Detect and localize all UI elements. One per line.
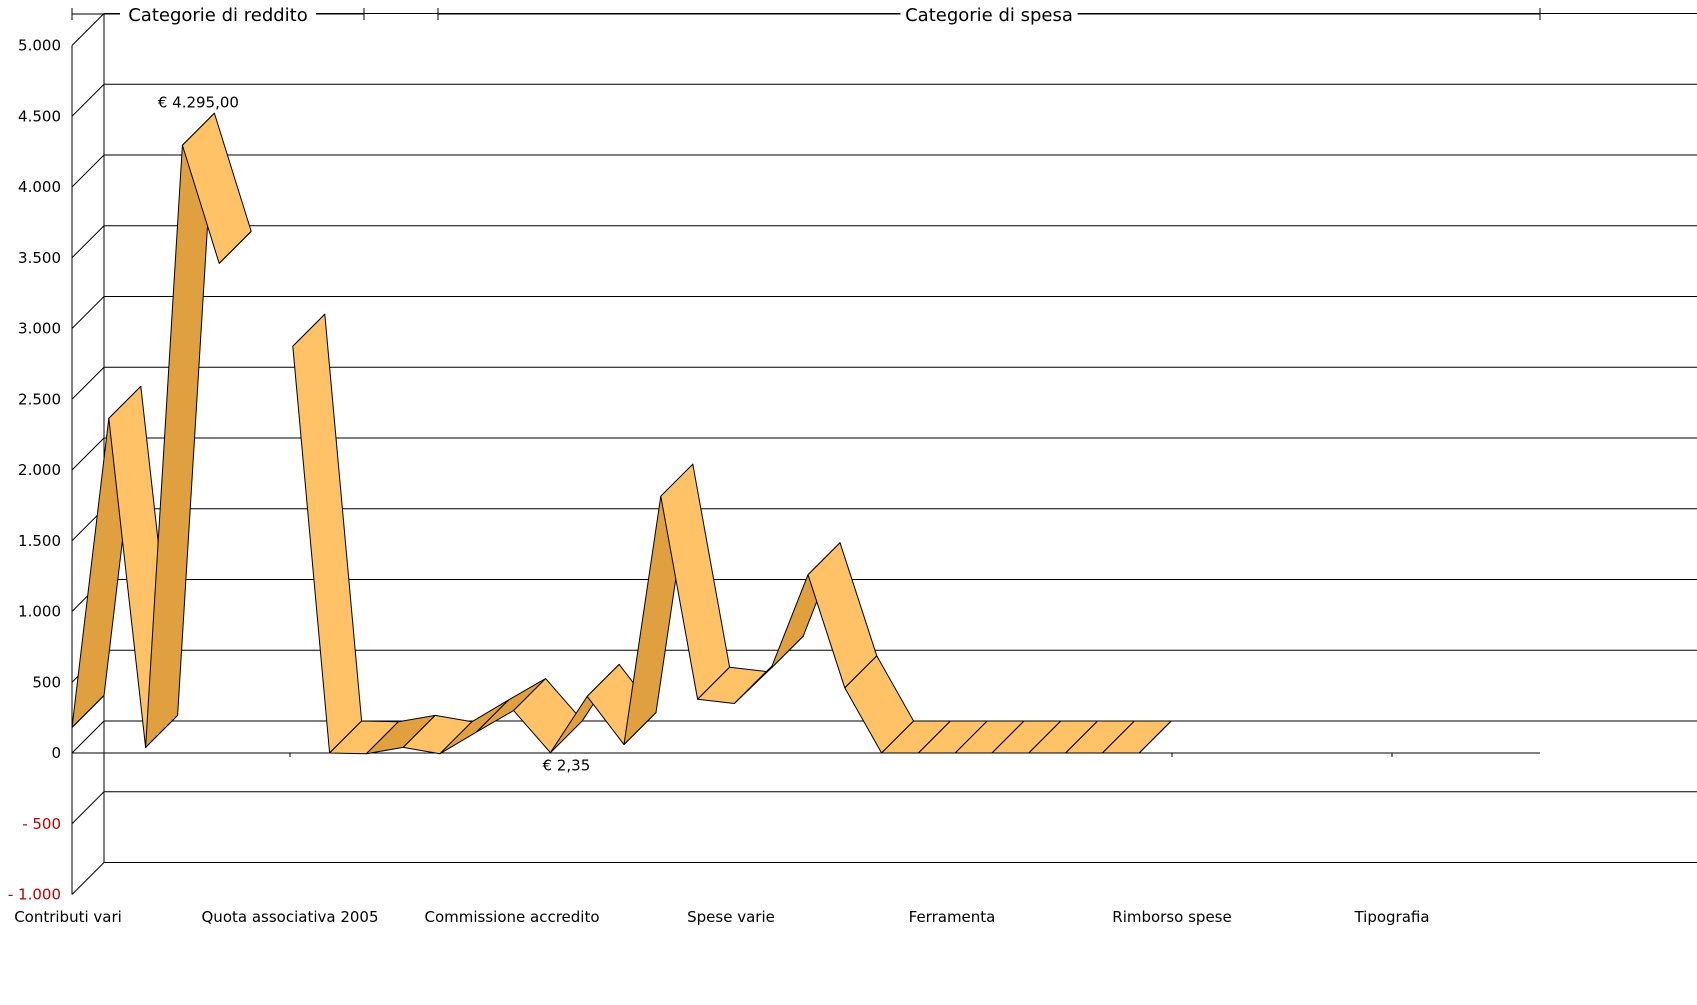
group-label: Categorie di spesa <box>905 5 1073 26</box>
y-tick-label: 3.500 <box>18 249 61 267</box>
category-label: Ferramenta <box>909 908 996 926</box>
category-label: Spese varie <box>687 908 775 926</box>
gridline-depth <box>71 13 105 46</box>
gridline-depth <box>71 791 105 825</box>
ribbon-segment <box>513 678 583 754</box>
y-tick-label: 1.500 <box>18 532 61 550</box>
group-label-bg <box>900 4 1078 24</box>
ribbon-layer <box>71 112 1172 755</box>
category-labels: Contributi vari Quota associativa 2005 Com… <box>14 908 1429 926</box>
y-tick-label: 2.000 <box>18 461 61 479</box>
y-tick-label: 3.000 <box>18 320 61 338</box>
ribbon-edge <box>218 231 252 264</box>
gridline-depth <box>71 366 105 400</box>
y-tick-label: 2.500 <box>18 390 61 408</box>
category-label: Commissione accredito <box>424 908 599 926</box>
gridline-depth <box>71 154 105 188</box>
ribbon-edge <box>1138 720 1172 754</box>
gridline-depth <box>71 437 105 471</box>
category-label: Rimborso spese <box>1112 908 1231 926</box>
y-tick-label: 0 <box>51 744 61 762</box>
gridline-depth <box>71 83 105 117</box>
y-tick-label: 1.000 <box>18 603 61 621</box>
y-axis: 5.000 4.500 4.000 3.500 3.000 2.500 2.000 1.500… <box>8 37 1540 904</box>
y-tick-label: - 500 <box>22 815 61 833</box>
y-tick-label: 4.500 <box>18 107 61 125</box>
y-tick-label: 500 <box>32 673 61 691</box>
category-label: Tipografia <box>1353 908 1429 926</box>
data-label: € 2,35 <box>543 757 591 775</box>
ribbon-segment <box>292 313 363 754</box>
gridline-depth <box>71 225 105 259</box>
grid-layer <box>71 13 1697 895</box>
category-label: Quota associativa 2005 <box>202 908 379 926</box>
y-tick-label: 4.000 <box>18 178 61 196</box>
ribbon-edge <box>292 313 326 347</box>
ribbon-edge <box>71 695 105 728</box>
gridline-depth <box>71 862 105 895</box>
gridline-depth <box>71 720 105 754</box>
gridline-depth <box>71 296 105 329</box>
y-tick-label: - 1.000 <box>8 886 61 904</box>
data-label: € 4.295,00 <box>158 93 239 111</box>
group-headers: Categorie di reddito Categorie di spesa <box>71 4 1541 26</box>
y-tick-label: 5.000 <box>18 37 61 55</box>
group-label-bg <box>120 4 316 24</box>
group-label: Categorie di reddito <box>128 5 308 26</box>
data-labels: € 4.295,00 € 2,35 <box>158 93 590 774</box>
category-label: Contributi vari <box>14 908 122 926</box>
